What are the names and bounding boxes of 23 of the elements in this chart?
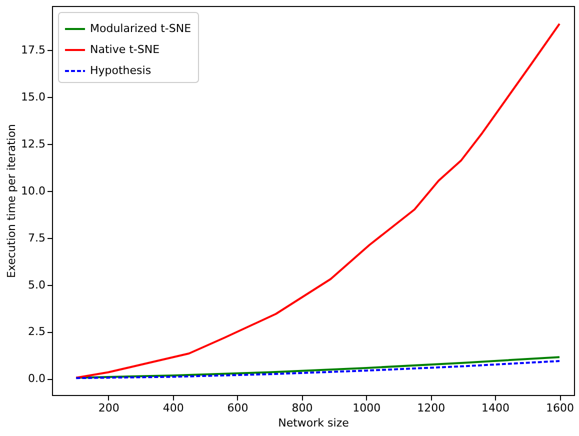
x-tick-label: 400 bbox=[162, 402, 184, 414]
line-series bbox=[75, 360, 560, 380]
x-tick-label: 800 bbox=[292, 402, 313, 414]
y-tick-label: 15.0 bbox=[21, 90, 46, 104]
legend-label: Modularized t-SNE bbox=[90, 22, 192, 35]
y-tick-label: 0.0 bbox=[28, 372, 46, 386]
y-tick-label: 12.5 bbox=[21, 137, 46, 150]
x-tick-label: 1400 bbox=[482, 402, 510, 414]
legend-label: Hypothesis bbox=[90, 64, 152, 77]
y-tick-label: 7.5 bbox=[28, 231, 46, 244]
y-axis-title: Execution time per iteration bbox=[5, 124, 18, 278]
y-tick-label: 17.5 bbox=[21, 44, 46, 57]
y-tick-label: 5.0 bbox=[28, 278, 46, 292]
line-series bbox=[75, 22, 560, 379]
legend-label: Native t-SNE bbox=[90, 43, 160, 56]
x-tick-label: 1600 bbox=[546, 402, 574, 414]
x-tick-label: 1000 bbox=[352, 402, 381, 414]
x-tick-label: 200 bbox=[98, 402, 120, 414]
y-tick-label: 10.0 bbox=[21, 184, 46, 198]
x-axis-title: Network size bbox=[278, 416, 350, 430]
x-tick-label: 1200 bbox=[417, 402, 446, 414]
x-tick-label: 600 bbox=[227, 402, 248, 414]
y-tick-label: 2.5 bbox=[28, 325, 46, 338]
